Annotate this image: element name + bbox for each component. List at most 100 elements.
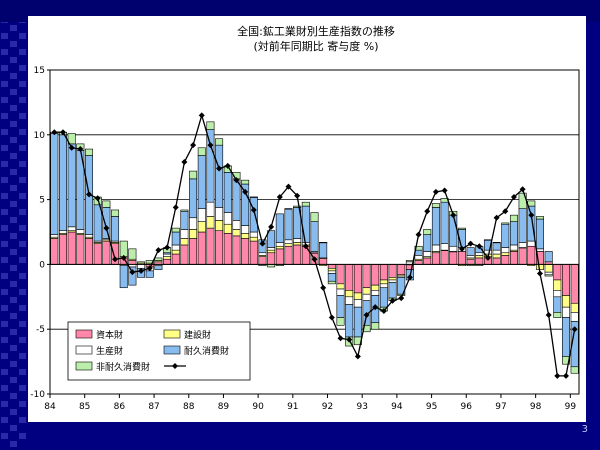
total-point: [181, 159, 188, 166]
bar-segment: [353, 292, 362, 300]
bar-segment: [180, 238, 189, 246]
total-point: [138, 267, 145, 274]
bar-segment: [570, 302, 579, 313]
bar-segment: [128, 248, 137, 260]
x-tick-label: 95: [426, 402, 437, 412]
bar-segment: [362, 264, 371, 289]
decorative-squares: [1, 1, 26, 447]
bar-segment: [553, 290, 562, 298]
y-tick-label: -5: [36, 325, 45, 335]
bar-segment: [466, 258, 475, 265]
bar-segment: [258, 252, 267, 256]
bar-segment: [76, 234, 85, 265]
bar-segment: [85, 234, 94, 238]
total-point: [363, 311, 370, 318]
total-point: [346, 336, 353, 343]
total-point: [528, 212, 535, 219]
bar-segment: [431, 252, 440, 265]
bar-segment: [67, 231, 76, 265]
legend-swatch: [163, 345, 181, 355]
chart-slide: 全国:鉱工業財別生産指数の推移 (対前年同期比 寄与度 %) -10 -5 0 5 10…: [28, 16, 586, 422]
bar-segment: [241, 238, 250, 265]
bar-segment: [527, 245, 536, 265]
total-point: [198, 112, 205, 119]
legend-swatch: [163, 329, 181, 339]
bar-segment: [327, 273, 336, 282]
total-point: [562, 372, 569, 379]
bar-segment: [76, 229, 85, 234]
bar-segment: [509, 251, 518, 265]
x-tick-label: 92: [322, 402, 333, 412]
x-tick-label: 84: [44, 402, 56, 412]
bar-segment: [206, 216, 215, 229]
bar-segment: [310, 212, 319, 222]
y-tick-label: 15: [34, 66, 45, 76]
bar-segment: [553, 279, 562, 291]
bar-segment: [371, 290, 380, 296]
bar-segment: [544, 264, 553, 273]
bar-segment: [492, 257, 501, 265]
bar-segment: [475, 255, 484, 259]
bar-segment: [215, 144, 224, 208]
bar-segment: [440, 243, 449, 251]
x-tick-label: 87: [148, 402, 159, 412]
total-point: [536, 270, 543, 277]
bar-segment: [423, 234, 432, 252]
total-point: [337, 335, 344, 342]
bar-segment: [163, 256, 172, 260]
total-point: [450, 212, 457, 219]
total-point: [519, 186, 526, 193]
bar-segment: [336, 264, 345, 285]
bar-segment: [275, 245, 284, 250]
bar-segment: [241, 232, 250, 239]
bar-segment: [197, 155, 206, 209]
bar-segment: [492, 249, 501, 255]
bar-segment: [50, 234, 59, 238]
total-point: [493, 214, 500, 221]
bar-segment: [310, 221, 319, 252]
bar-segment: [423, 251, 432, 257]
bar-segment: [345, 296, 354, 305]
bar-segment: [362, 293, 371, 301]
bar-segment: [232, 235, 241, 265]
page-number: 3: [581, 424, 588, 435]
bar-segment: [492, 242, 501, 244]
total-point: [268, 223, 275, 230]
bar-segment: [371, 264, 380, 286]
total-point: [389, 297, 396, 304]
total-point: [415, 231, 422, 238]
total-point: [285, 183, 292, 190]
bar-segment: [102, 200, 111, 208]
bar-segment: [215, 230, 224, 265]
bar-segment: [215, 220, 224, 232]
y-tick-label: 0: [39, 260, 45, 270]
bar-segment: [180, 244, 189, 265]
bar-segment: [223, 172, 232, 213]
total-point: [571, 326, 578, 333]
bar-segment: [527, 240, 536, 247]
total-point: [502, 208, 509, 215]
bar-segment: [284, 239, 293, 244]
x-tick-label: 85: [79, 402, 90, 412]
bar-segment: [241, 225, 250, 234]
bar-segment: [171, 253, 180, 265]
bar-segment: [249, 231, 258, 238]
bar-segment: [535, 218, 544, 250]
bar-segment: [59, 134, 67, 232]
x-tick-label: 93: [356, 402, 367, 412]
bar-segment: [85, 238, 94, 265]
total-point: [294, 192, 301, 199]
bar-segment: [319, 257, 328, 265]
bar-segment: [189, 170, 198, 180]
bar-segment: [414, 255, 423, 260]
bar-segment: [431, 244, 440, 252]
bar-segment: [457, 251, 466, 265]
total-point: [190, 142, 197, 149]
x-tick-label: 98: [530, 402, 542, 412]
bar-segment: [509, 221, 518, 246]
x-tick-label: 97: [495, 402, 506, 412]
legend-line-marker: [172, 363, 178, 369]
total-point: [276, 194, 283, 201]
y-tick-label: -10: [30, 390, 45, 400]
bar-segment: [197, 231, 206, 265]
